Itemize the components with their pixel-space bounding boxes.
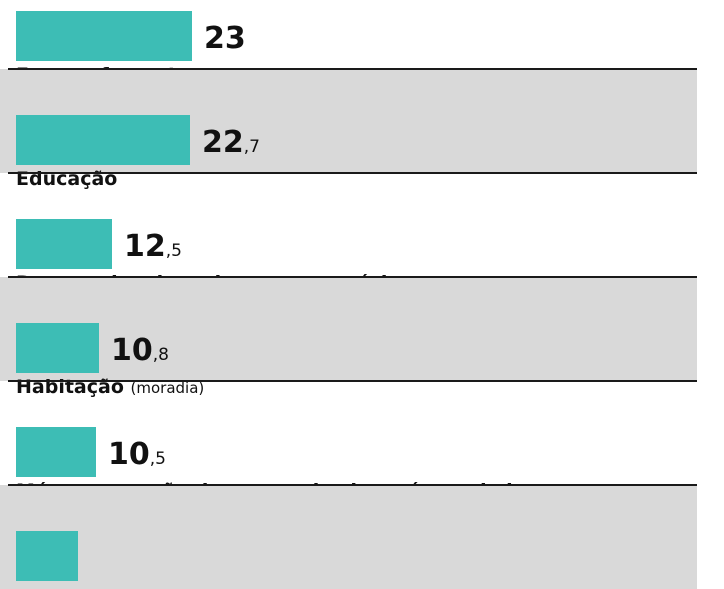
value-integer: 22 (202, 125, 244, 160)
horizontal-bar-chart: 23Engarrafamentos22,7Educação12,5Burocra… (0, 0, 697, 589)
row-divider (8, 484, 697, 486)
bar-row: 10,5Má conservação de ruas, calçadas e á… (0, 381, 697, 502)
bar-row: 23Engarrafamentos (0, 0, 697, 86)
value-decimal: ,5 (149, 449, 166, 469)
value-integer: 10 (111, 333, 153, 368)
bar-row: 22,7 Educação (0, 69, 697, 190)
value-decimal: ,5 (165, 241, 182, 261)
bar (16, 323, 99, 373)
value-label: 22,7 (202, 128, 260, 162)
bar-row: 12,5Burocracia e barreiras para negócios (0, 173, 697, 294)
row-divider (8, 276, 697, 278)
bar (16, 11, 192, 61)
bar (16, 427, 96, 477)
category-note: (moradia) (130, 379, 205, 397)
value-integer: 23 (204, 21, 246, 56)
row-divider (8, 380, 697, 382)
bar (16, 531, 78, 581)
bar (16, 115, 190, 165)
value-decimal: ,7 (243, 137, 260, 157)
bar (16, 219, 112, 269)
value-label: 10,5 (108, 440, 166, 474)
bar-row: 10,8 Habitação (moradia) (0, 277, 697, 398)
row-divider (8, 172, 697, 174)
value-integer: 12 (124, 229, 166, 264)
value-decimal: ,8 (152, 345, 169, 365)
value-label: 10,8 (111, 336, 169, 370)
value-label: 12,5 (124, 232, 182, 266)
value-integer: 10 (108, 437, 150, 472)
bar-row (0, 485, 697, 589)
row-divider (8, 68, 697, 70)
value-label: 23 (204, 24, 246, 54)
